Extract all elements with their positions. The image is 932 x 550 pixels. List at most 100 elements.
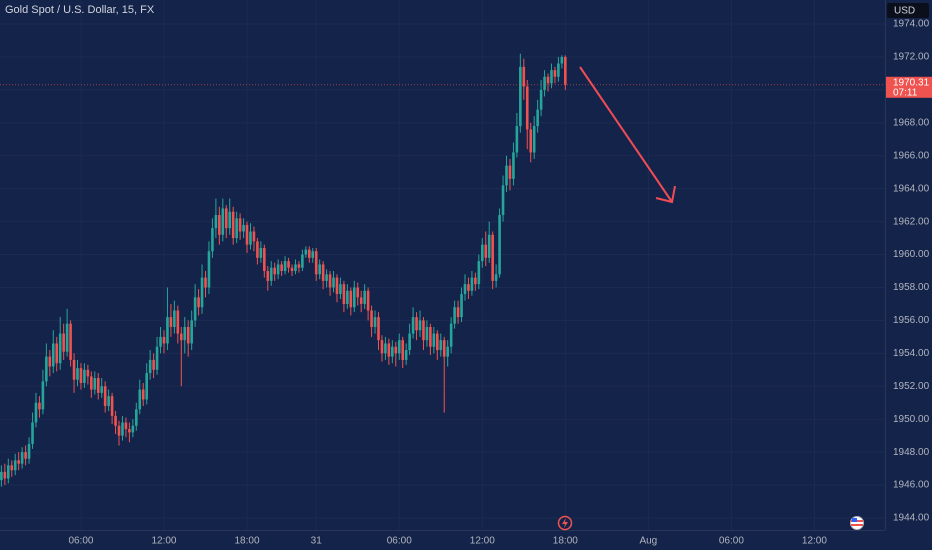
y-tick-label: 1962.00	[893, 216, 930, 227]
y-tick-label: 1968.00	[893, 117, 930, 128]
y-tick-label: 1960.00	[893, 249, 930, 260]
candle-body	[404, 350, 408, 360]
candle-body	[135, 409, 138, 426]
candle-body	[384, 343, 387, 354]
flag-icon[interactable]	[850, 516, 864, 530]
candle-body	[45, 356, 48, 382]
candle-body	[266, 271, 270, 281]
candle-body	[352, 287, 356, 308]
candle-body	[539, 89, 543, 110]
candle-body	[484, 244, 488, 258]
candle-body	[422, 320, 425, 341]
candle-body	[162, 336, 166, 344]
candle-body	[131, 425, 135, 433]
candle-body	[65, 323, 69, 352]
candle-body	[20, 452, 24, 464]
candle-body	[249, 231, 252, 245]
last-price-label: 1970.31	[893, 77, 930, 88]
candle-body	[276, 264, 280, 275]
candle-body	[235, 218, 238, 239]
candle-body	[377, 317, 380, 341]
candle-body	[34, 402, 38, 423]
candle-body	[145, 373, 148, 400]
candle-body	[93, 378, 97, 390]
candle-body	[356, 287, 360, 298]
candle-body	[48, 356, 52, 367]
candle-body	[186, 326, 190, 344]
candle-body	[425, 326, 429, 341]
last-price-box	[886, 76, 932, 98]
candle-body	[148, 359, 152, 374]
candle-body	[532, 126, 536, 153]
candle-body	[522, 66, 526, 87]
y-tick-label: 1948.00	[893, 447, 930, 458]
candle-body	[103, 386, 107, 407]
candle-body	[69, 323, 72, 360]
candle-body	[494, 274, 498, 281]
candle-body	[152, 359, 155, 370]
candle-body	[76, 368, 79, 380]
candle-body	[238, 218, 242, 232]
candle-body	[110, 396, 114, 416]
y-tick-label: 1974.00	[893, 19, 930, 30]
candle-body	[121, 422, 124, 436]
candle-body	[553, 70, 557, 77]
candle-body	[141, 389, 145, 400]
candle-body	[546, 76, 550, 84]
candle-body	[269, 267, 273, 281]
annotation-arrow	[579, 66, 676, 204]
candle-body	[259, 247, 263, 258]
candle-body	[166, 317, 169, 344]
candle-body	[304, 249, 308, 255]
candle-body	[224, 208, 228, 229]
candle-body	[411, 317, 415, 334]
candle-body	[391, 346, 394, 357]
candle-body	[480, 244, 484, 262]
candle-body	[10, 465, 14, 471]
candle-body	[228, 211, 232, 229]
candle-body	[325, 274, 328, 281]
candle-body	[193, 297, 197, 321]
y-tick-label: 1956.00	[893, 315, 930, 326]
candle-body	[408, 333, 411, 351]
candle-body	[173, 310, 176, 327]
candle-body	[273, 267, 277, 275]
candle-body	[41, 381, 45, 410]
candle-body	[339, 284, 342, 295]
candle-body	[252, 231, 256, 242]
candle-body	[55, 343, 59, 364]
candle-body	[114, 415, 117, 426]
candle-body	[197, 297, 200, 308]
candle-body	[3, 471, 7, 479]
candle-body	[474, 277, 477, 285]
chart-title: Gold Spot / U.S. Dollar, 15, FX	[5, 4, 155, 16]
candle-body	[27, 443, 31, 459]
candle-body	[263, 247, 266, 272]
candle-body	[283, 261, 287, 272]
candle-body	[429, 326, 432, 347]
candle-body	[501, 185, 505, 216]
candle-body	[308, 249, 311, 258]
candle-body	[83, 369, 86, 383]
y-tick-label: 1950.00	[893, 414, 930, 425]
currency-badge[interactable]	[887, 3, 929, 18]
y-tick-label: 1954.00	[893, 348, 930, 359]
candle-body	[349, 290, 353, 308]
candle-body	[498, 215, 501, 275]
candle-body	[328, 274, 332, 288]
x-tick-label: 18:00	[553, 536, 578, 547]
candle-body	[128, 429, 131, 433]
candle-body	[86, 369, 90, 377]
candle-body	[564, 56, 567, 85]
candle-body	[138, 389, 142, 410]
candle-body	[124, 422, 128, 430]
event-icon[interactable]	[557, 515, 573, 531]
candle-body	[90, 376, 93, 390]
x-tick-label: 31	[311, 536, 323, 547]
candle-body	[432, 333, 436, 347]
plot	[0, 53, 885, 487]
y-tick-label: 1966.00	[893, 150, 930, 161]
candle-body	[418, 320, 422, 331]
candle-body	[179, 333, 183, 341]
candle-body	[155, 346, 159, 370]
